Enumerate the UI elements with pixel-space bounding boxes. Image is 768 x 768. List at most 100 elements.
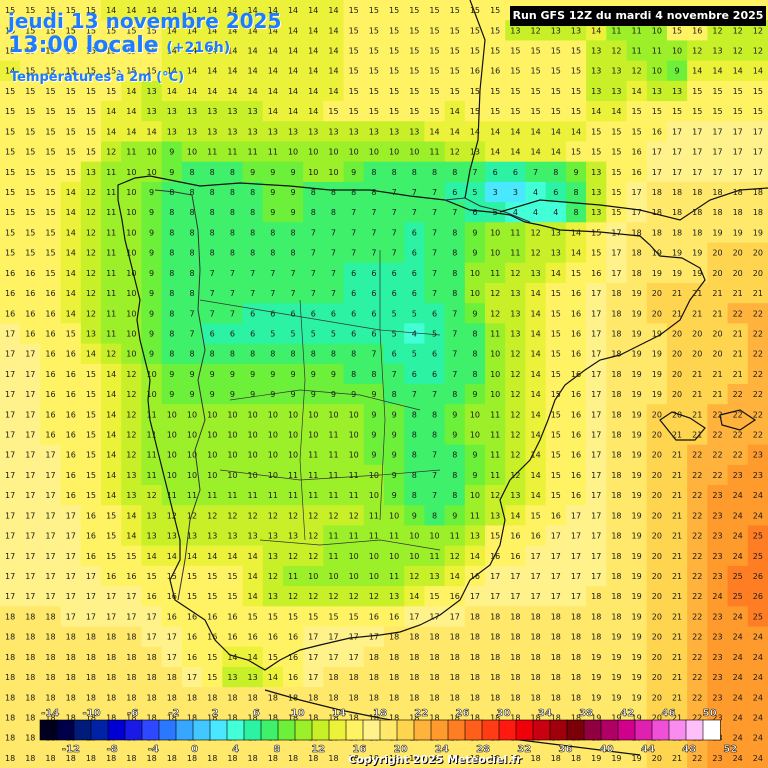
temperature-cell: [606, 545, 628, 567]
temperature-value: 16: [86, 532, 96, 541]
temperature-cell: [525, 202, 547, 223]
temperature-value: 16: [227, 612, 237, 621]
temperature-value: 18: [328, 673, 338, 682]
temperature-value: 16: [632, 148, 642, 157]
temperature-cell: [687, 464, 708, 486]
temperature-cell: [444, 343, 466, 365]
temperature-value: 14: [591, 107, 601, 116]
temperature-value: 7: [189, 309, 194, 318]
temperature-value: 6: [371, 309, 376, 318]
temperature-value: 13: [86, 329, 96, 338]
temperature-value: 18: [490, 633, 500, 642]
temperature-cell: [747, 464, 768, 486]
temperature-value: 10: [349, 552, 359, 561]
temperature-cell: [0, 747, 21, 768]
legend-label: -14: [41, 708, 59, 719]
temperature-cell: [565, 161, 587, 183]
temperature-value: 10: [126, 188, 136, 197]
temperature-value: 18: [450, 754, 460, 763]
temperature-value: 15: [5, 148, 15, 157]
temperature-cell: [80, 161, 102, 183]
temperature-cell: [282, 626, 304, 648]
temperature-value: 14: [167, 552, 177, 561]
temperature-cell: [464, 101, 486, 122]
temperature-cell: [545, 606, 567, 628]
temperature-cell: [727, 282, 749, 304]
temperature-cell: [0, 444, 21, 466]
temperature-value: 5: [472, 188, 477, 197]
temperature-value: 9: [169, 148, 174, 157]
temperature-cell: [606, 626, 628, 648]
temperature-cell: [121, 384, 143, 405]
temperature-value: 15: [510, 107, 520, 116]
temperature-value: 14: [248, 572, 258, 581]
legend-label: 30: [497, 708, 511, 719]
temperature-cell: [444, 323, 466, 345]
temperature-cell: [727, 626, 749, 648]
legend-swatch: [396, 719, 415, 741]
temperature-cell: [586, 687, 607, 708]
temperature-cell: [181, 323, 203, 345]
model-run-label: Run GFS 12Z du mardi 4 novembre 2025: [510, 6, 766, 26]
temperature-value: 15: [450, 6, 460, 15]
temperature-cell: [363, 505, 385, 527]
temperature-cell: [20, 747, 42, 768]
temperature-value: 18: [66, 673, 76, 682]
temperature-cell: [181, 242, 203, 264]
temperature-value: 17: [45, 491, 55, 500]
temperature-value: 15: [106, 511, 116, 520]
temperature-value: 12: [712, 26, 722, 35]
temperature-value: 4: [513, 208, 518, 217]
temperature-value: 13: [288, 532, 298, 541]
temperature-value: 23: [753, 451, 763, 460]
temperature-value: 11: [207, 491, 217, 500]
temperature-cell: [222, 0, 244, 21]
temperature-cell: [0, 464, 21, 486]
temperature-value: 14: [611, 107, 621, 116]
temperature-cell: [323, 606, 345, 628]
temperature-value: 17: [106, 592, 116, 601]
temperature-value: 11: [470, 511, 480, 520]
temperature-value: 18: [530, 693, 540, 702]
temperature-cell: [747, 242, 768, 264]
temperature-cell: [282, 60, 304, 82]
temperature-cell: [525, 181, 547, 203]
temperature-value: 20: [712, 329, 722, 338]
temperature-cell: [161, 545, 183, 567]
legend-label: 4: [232, 744, 239, 755]
temperature-value: 7: [270, 289, 275, 298]
temperature-cell: [384, 424, 405, 446]
temperature-cell: [565, 141, 587, 163]
temperature-value: 14: [248, 653, 258, 662]
temperature-value: 19: [733, 228, 743, 237]
temperature-value: 18: [167, 693, 177, 702]
temperature-cell: [707, 363, 729, 385]
temperature-cell: [242, 404, 264, 426]
legend-swatch: [430, 719, 449, 741]
temperature-cell: [222, 606, 244, 628]
temperature-value: 14: [106, 431, 116, 440]
temperature-cell: [161, 626, 183, 648]
temperature-cell: [323, 646, 345, 668]
temperature-value: 8: [573, 208, 578, 217]
temperature-value: 15: [450, 26, 460, 35]
temperature-value: 8: [412, 410, 417, 419]
temperature-cell: [505, 141, 527, 163]
temperature-value: 15: [389, 47, 399, 56]
temperature-cell: [181, 60, 203, 82]
temperature-value: 15: [86, 26, 96, 35]
temperature-cell: [20, 363, 42, 385]
temperature-value: 15: [146, 572, 156, 581]
temperature-cell: [161, 666, 183, 688]
temperature-value: 11: [349, 491, 359, 500]
temperature-value: 15: [25, 87, 35, 96]
legend-swatch: [549, 719, 568, 741]
temperature-value: 10: [409, 148, 419, 157]
temperature-value: 18: [389, 693, 399, 702]
temperature-cell: [40, 60, 62, 82]
temperature-cell: [40, 525, 62, 547]
temperature-value: 15: [490, 532, 500, 541]
temperature-value: 15: [207, 653, 217, 662]
temperature-cell: [242, 505, 264, 527]
temperature-cell: [343, 363, 365, 385]
